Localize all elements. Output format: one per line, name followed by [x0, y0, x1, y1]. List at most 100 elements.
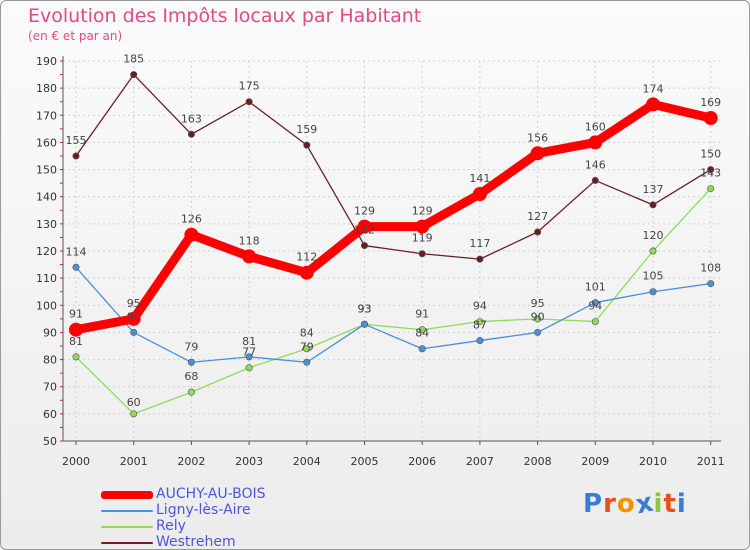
data-point — [534, 315, 542, 323]
data-label: 175 — [239, 80, 260, 93]
data-point — [472, 187, 487, 201]
data-label: 141 — [469, 172, 490, 185]
data-label: 90 — [127, 310, 141, 323]
data-label: 160 — [585, 120, 606, 133]
data-label: 68 — [184, 370, 198, 383]
data-label: 81 — [69, 335, 83, 348]
data-point — [476, 318, 484, 326]
y-tick-label: 130 — [36, 218, 57, 231]
data-point — [303, 345, 311, 353]
x-tick-label: 2000 — [62, 455, 90, 468]
y-tick-label: 160 — [36, 136, 57, 149]
data-point — [130, 410, 138, 418]
proxiti-logo: Proxiti — [583, 487, 687, 521]
data-label: 91 — [69, 308, 83, 321]
data-label: 146 — [585, 158, 606, 171]
data-point — [242, 249, 257, 264]
data-label: 79 — [300, 340, 314, 353]
data-point — [707, 280, 715, 288]
data-label: 95 — [531, 297, 545, 310]
data-point — [69, 322, 83, 337]
legend-swatch — [101, 542, 153, 544]
x-tick-label: 2011 — [697, 455, 725, 468]
data-point — [187, 130, 195, 138]
x-tick-label: 2006 — [408, 455, 436, 468]
legend-swatch — [101, 526, 153, 528]
data-point — [187, 388, 195, 396]
legend-label: Ligny-lès-Aire — [156, 502, 251, 518]
data-point — [360, 242, 368, 250]
data-label: 87 — [473, 319, 487, 332]
data-label: 137 — [643, 183, 664, 196]
series-line-rely — [75, 187, 712, 415]
y-tick-label: 100 — [36, 299, 57, 312]
data-label: 122 — [354, 224, 375, 237]
data-label: 120 — [643, 229, 664, 242]
y-tick-label: 180 — [36, 82, 57, 95]
data-label: 101 — [585, 281, 606, 294]
x-tick-label: 2005 — [351, 455, 379, 468]
data-label: 84 — [415, 327, 429, 340]
data-label: 94 — [473, 300, 487, 313]
chart-subtitle: (en € et par an) — [28, 29, 123, 43]
y-tick-label: 190 — [36, 55, 57, 68]
data-point — [591, 299, 599, 307]
y-tick-label: 80 — [43, 354, 57, 367]
data-point — [357, 219, 372, 234]
x-tick-label: 2002 — [177, 455, 205, 468]
data-label: 77 — [242, 346, 256, 359]
data-label: 60 — [127, 396, 141, 409]
data-label: 129 — [354, 205, 375, 218]
data-point — [187, 358, 195, 366]
legend-label: Rely — [156, 518, 186, 534]
data-label: 114 — [66, 245, 87, 258]
data-point — [649, 288, 657, 296]
data-label: 185 — [123, 53, 144, 66]
data-label: 93 — [358, 302, 372, 315]
data-label: 129 — [412, 205, 433, 218]
series-line-westrehem — [75, 73, 712, 260]
legend-swatch — [101, 491, 153, 499]
data-label: 81 — [242, 335, 256, 348]
data-point — [707, 185, 715, 193]
y-tick-label: 90 — [43, 326, 57, 339]
x-tick-label: 2004 — [293, 455, 321, 468]
data-point — [591, 318, 599, 326]
data-point — [126, 311, 141, 326]
y-tick-label: 70 — [43, 381, 57, 394]
data-point — [130, 71, 138, 79]
y-tick-label: 110 — [36, 272, 57, 285]
data-point — [360, 320, 368, 328]
data-point — [649, 247, 657, 255]
series-layer — [69, 71, 718, 418]
data-label: 112 — [296, 251, 317, 264]
data-point — [534, 328, 542, 336]
data-point — [418, 345, 426, 353]
data-label: 150 — [700, 148, 721, 161]
data-point — [534, 228, 542, 236]
data-label: 174 — [643, 82, 664, 95]
data-label: 127 — [527, 210, 548, 223]
data-point — [646, 97, 660, 112]
data-point — [649, 201, 657, 209]
data-point — [245, 98, 253, 106]
data-point — [530, 146, 545, 161]
data-label: 155 — [66, 134, 87, 147]
data-point — [476, 255, 484, 263]
data-label: 94 — [588, 300, 602, 313]
axes: 50 60 70 80 90 100 110 120 130 140 150 160 170 180 190… — [36, 55, 725, 468]
data-label: 79 — [184, 340, 198, 353]
legend-swatch — [101, 510, 153, 512]
data-point — [418, 326, 426, 334]
data-label: 93 — [358, 302, 372, 315]
y-tick-label: 50 — [43, 435, 57, 448]
data-label: 84 — [300, 327, 314, 340]
data-label: 143 — [700, 167, 721, 180]
y-tick-label: 120 — [36, 245, 57, 258]
data-point — [303, 141, 311, 149]
data-point — [72, 263, 80, 271]
data-point — [588, 135, 603, 150]
data-point — [130, 328, 138, 336]
